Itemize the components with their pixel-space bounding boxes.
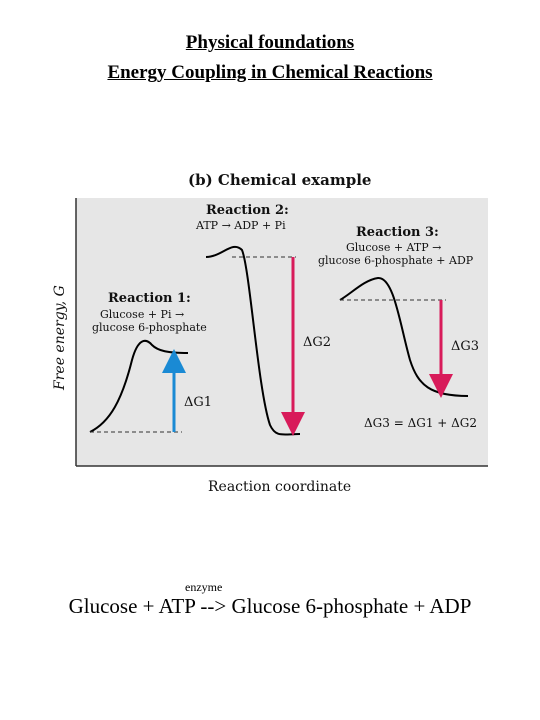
reaction1-line1: Glucose + Pi → <box>100 308 184 321</box>
x-axis-label: Reaction coordinate <box>208 479 351 495</box>
y-axis-label: Free energy, G <box>52 285 68 391</box>
reaction2-curve <box>205 245 301 436</box>
reaction2-name: Reaction 2: <box>206 203 289 218</box>
reaction1-line2: glucose 6-phosphate <box>92 321 207 334</box>
reaction3-curve <box>339 276 469 397</box>
dg-sum-equation: ΔG3 = ΔG1 + ΔG2 <box>364 416 477 430</box>
reaction2-line1: ATP → ADP + Pi <box>195 219 286 232</box>
dg1-label: ΔG1 <box>184 395 212 410</box>
enzyme-label: enzyme <box>185 580 223 594</box>
energy-coupling-diagram: (b) Chemical example Free energy, G Reac… <box>52 171 488 495</box>
reaction3-name: Reaction 3: <box>356 225 439 240</box>
reaction1-name: Reaction 1: <box>108 291 191 306</box>
dg2-label: ΔG2 <box>303 335 331 350</box>
reaction-equation: Glucose + ATP --> Glucose 6-phosphate + … <box>68 594 472 618</box>
title-line-2: Energy Coupling in Chemical Reactions <box>107 62 433 83</box>
dg3-label: ΔG3 <box>451 339 479 354</box>
reaction3-line2: glucose 6-phosphate + ADP <box>318 254 474 267</box>
title-line-1: Physical foundations <box>185 32 355 53</box>
panel-title: (b) Chemical example <box>188 171 371 189</box>
reaction3-line1: Glucose + ATP → <box>346 241 441 254</box>
